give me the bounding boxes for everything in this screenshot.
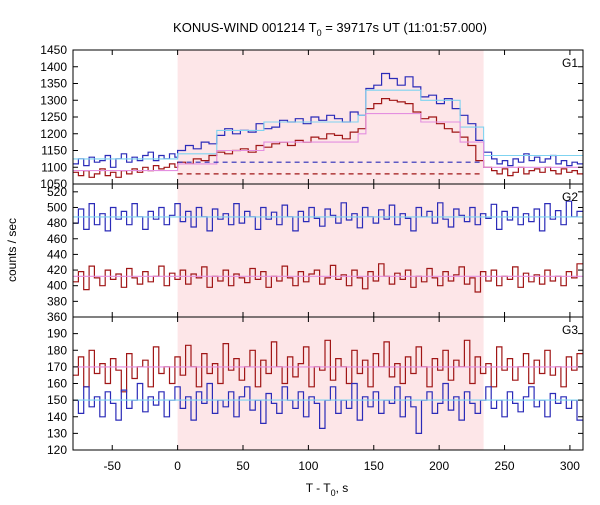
g3-y-tick-label: 120 [47,443,67,457]
x-tick-label: 0 [174,459,181,473]
g1-y-tick-label: 1250 [40,110,67,124]
g1-series-red-1 [73,98,583,178]
y-axis-label: counts / sec [5,218,19,282]
g2-y-tick-label: 460 [47,232,67,246]
x-tick-label: 100 [298,459,318,473]
x-tick-label: 250 [495,459,515,473]
g2-y-tick-label: 520 [47,185,67,199]
g2-y-tick-label: 500 [47,200,67,214]
g1-series-fit_blue-2 [73,89,583,160]
x-tick-label: 50 [236,459,250,473]
g3-y-tick-label: 180 [47,343,67,357]
g2-y-tick-label: 480 [47,216,67,230]
x-tick-label: 200 [429,459,449,473]
g3-y-tick-label: 170 [47,360,67,374]
g3-y-tick-label: 160 [47,377,67,391]
g1-y-tick-label: 1200 [40,127,67,141]
g1-series-blue-0 [73,72,583,168]
g2-series-red-1 [73,263,583,293]
g3-y-tick-label: 190 [47,327,67,341]
g1-y-tick-label: 1350 [40,77,67,91]
g1-panel-label: G1 [562,56,578,70]
g1-y-tick-label: 1300 [40,93,67,107]
g2-y-tick-label: 400 [47,279,67,293]
g2-y-tick-label: 440 [47,247,67,261]
g1-y-tick-label: 1100 [41,160,67,174]
x-axis-label: T - T0, s [306,481,349,498]
plot-area: 105011001150120012501300135014001450G136… [40,43,584,473]
g2-panel-label: G2 [562,190,578,204]
g2-y-tick-label: 380 [47,294,67,308]
x-tick-label: 150 [364,459,384,473]
g1-y-tick-label: 1150 [41,144,67,158]
g3-panel-label: G3 [562,323,578,337]
chart-title: KONUS-WIND 001214 T0 = 39717s UT (11:01:… [173,20,487,38]
g3-y-tick-label: 130 [47,426,67,440]
g1-y-tick-label: 1050 [40,177,67,191]
g3-y-tick-label: 150 [47,393,67,407]
x-tick-label: 300 [560,459,580,473]
g1-y-tick-label: 1450 [40,43,67,57]
x-tick-label: -50 [104,459,122,473]
g2-y-tick-label: 360 [47,310,67,324]
g1-series-fit_red-3 [73,113,583,172]
g1-y-tick-label: 1400 [40,60,67,74]
g3-y-tick-label: 140 [47,410,67,424]
g2-y-tick-label: 420 [47,263,67,277]
